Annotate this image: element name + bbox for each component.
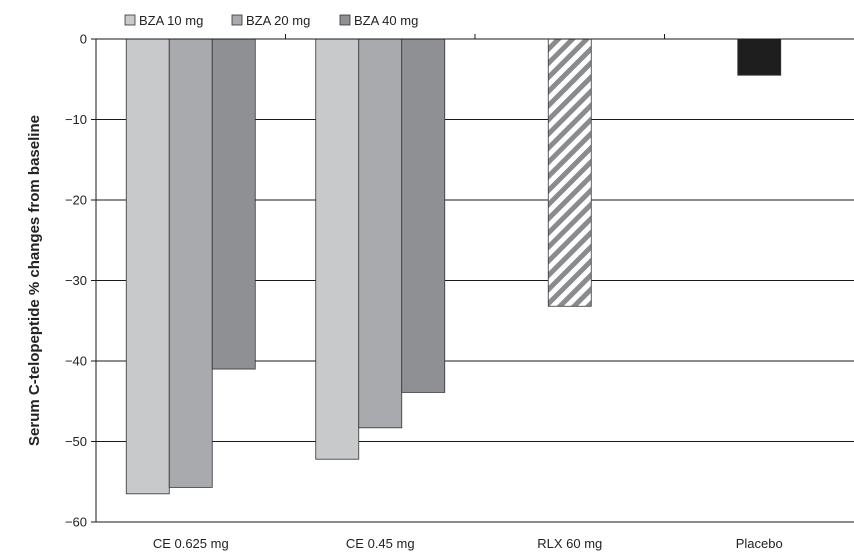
tick-labels: 0 −10 −20 −30 −40 −50 −60 CE 0.625 mg CE 0.45 mg… xyxy=(65,32,783,552)
y-tick-label: −50 xyxy=(65,434,87,449)
legend-swatch xyxy=(124,14,136,26)
legend-label: BZA 10 mg xyxy=(139,13,203,28)
legend-swatch xyxy=(231,14,243,26)
bar xyxy=(211,38,256,370)
bars xyxy=(125,38,782,495)
legend: BZA 10 mg BZA 20 mg BZA 40 mg xyxy=(124,13,418,28)
x-tick-label: RLX 60 mg xyxy=(537,536,602,551)
bar xyxy=(401,38,446,393)
y-tick-label: −60 xyxy=(65,515,87,530)
y-tick-label: −20 xyxy=(65,193,87,208)
bar xyxy=(737,38,782,76)
y-tick-label: 0 xyxy=(80,32,87,47)
legend-swatch xyxy=(339,14,351,26)
legend-label: BZA 40 mg xyxy=(354,13,418,28)
y-tick-label: −10 xyxy=(65,112,87,127)
bar xyxy=(358,38,403,429)
bar xyxy=(125,38,170,495)
bar xyxy=(168,38,213,488)
x-tick-label: CE 0.45 mg xyxy=(346,536,415,551)
bar xyxy=(547,38,592,307)
y-tick-label: −40 xyxy=(65,354,87,369)
y-tick-label: −30 xyxy=(65,273,87,288)
legend-label: BZA 20 mg xyxy=(246,13,310,28)
y-axis-label: Serum C-telopeptide % changes from basel… xyxy=(26,115,43,446)
x-tick-label: Placebo xyxy=(736,536,783,551)
bar xyxy=(315,38,360,460)
axes xyxy=(91,34,854,523)
x-tick-label: CE 0.625 mg xyxy=(153,536,229,551)
